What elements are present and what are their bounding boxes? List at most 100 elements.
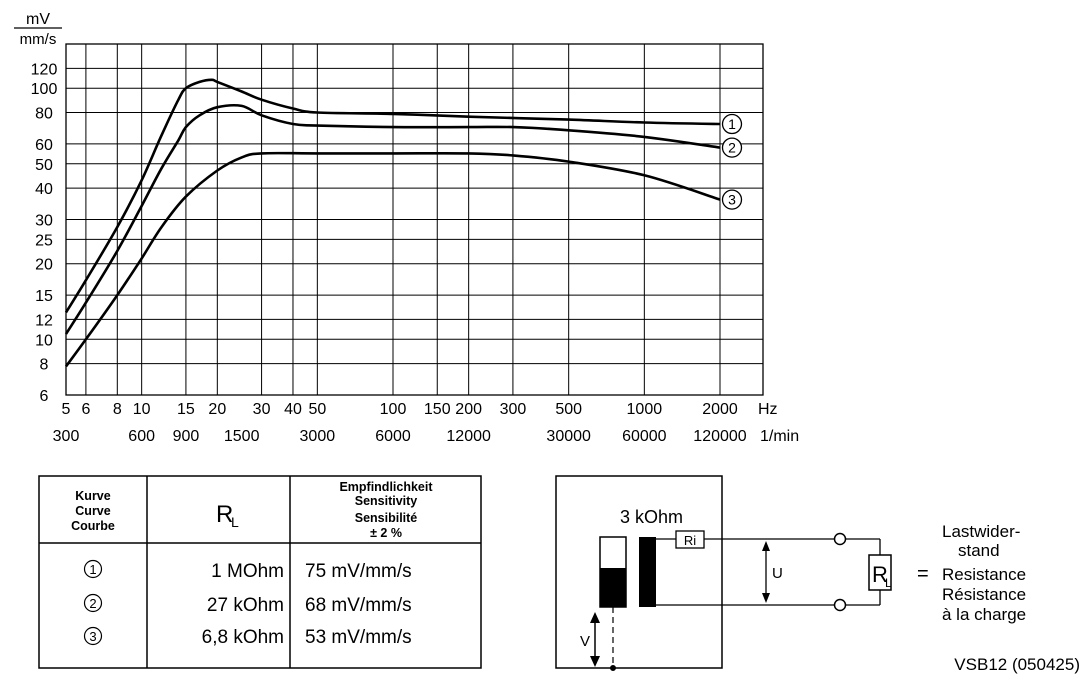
y-tick-label: 100 bbox=[31, 81, 58, 98]
row-curve-number: 1 bbox=[89, 562, 96, 577]
x-tick-label-rpm: 12000 bbox=[446, 428, 491, 445]
x-tick-label-rpm: 600 bbox=[128, 428, 155, 445]
load-text-line-3: Resistance bbox=[942, 565, 1026, 584]
x-tick-labels-rpm: 300 600 900 1500 3000 6000 12000 30000 60000 1200… bbox=[53, 428, 747, 445]
x-tick-label-hz: 300 bbox=[500, 401, 527, 418]
x-tick-label-hz: 30 bbox=[253, 401, 271, 418]
load-resistor bbox=[868, 554, 892, 591]
row-curve-number: 3 bbox=[89, 629, 96, 644]
curve-1-marker bbox=[83, 559, 103, 579]
load-text-line-5: à la charge bbox=[942, 605, 1026, 624]
x-tick-label-hz: 20 bbox=[208, 401, 226, 418]
x-tick-label-hz: 40 bbox=[284, 401, 302, 418]
curve-2-marker bbox=[83, 593, 103, 613]
x-tick-label-hz: 5 bbox=[62, 401, 71, 418]
x-tick-label-hz: 10 bbox=[133, 401, 151, 418]
chart-grid bbox=[65, 43, 764, 396]
y-tick-label: 6 bbox=[40, 388, 49, 405]
equals-sign: = bbox=[917, 563, 929, 585]
y-tick-label: 80 bbox=[35, 106, 53, 123]
terminal-top bbox=[833, 532, 847, 546]
row-sensitivity-value: 53 mV/mm/s bbox=[305, 627, 412, 648]
x-tick-label-hz: 200 bbox=[455, 401, 482, 418]
x-tick-label-hz: 500 bbox=[555, 401, 582, 418]
v-arrow-head-up bbox=[590, 612, 600, 623]
x-tick-label-rpm: 1500 bbox=[224, 428, 260, 445]
terminal-bottom bbox=[833, 598, 847, 612]
table-row: 1 1 MOhm 75 mV/mm/s bbox=[83, 559, 412, 582]
y-unit-numerator: mV bbox=[26, 11, 50, 28]
header-sens-fr: Sensibilité bbox=[355, 511, 418, 525]
curve-3-label: 3 bbox=[728, 192, 736, 208]
transformer-core bbox=[639, 537, 656, 607]
y-tick-label: 12 bbox=[35, 312, 53, 329]
circuit-diagram bbox=[555, 475, 892, 671]
load-text-line-1: Lastwider- bbox=[942, 522, 1020, 541]
x-tick-label-rpm: 300 bbox=[53, 428, 80, 445]
row-rl-value: 1 MOhm bbox=[211, 561, 284, 582]
y-tick-label: 25 bbox=[35, 232, 53, 249]
header-curve: Kurve Curve Courbe bbox=[71, 489, 115, 533]
load-text-line-4: Résistance bbox=[942, 585, 1026, 604]
x-tick-label-hz: 15 bbox=[177, 401, 195, 418]
row-sensitivity-value: 68 mV/mm/s bbox=[305, 595, 412, 616]
header-curve-fr: Courbe bbox=[71, 519, 115, 533]
header-rl-subscript: L bbox=[231, 514, 239, 530]
ri-label: Ri bbox=[684, 533, 696, 548]
x-tick-label-rpm: 6000 bbox=[375, 428, 411, 445]
y-tick-label: 40 bbox=[35, 181, 53, 198]
load-r-subscript: L bbox=[885, 576, 892, 590]
curve-1-end-marker bbox=[721, 113, 743, 135]
x-tick-label-hz: 150 bbox=[424, 401, 451, 418]
sensor-housing bbox=[555, 475, 723, 669]
y-tick-label: 60 bbox=[35, 137, 53, 154]
curve-3-marker bbox=[83, 626, 103, 646]
coil-magnet bbox=[600, 568, 626, 607]
load-text-line-2: stand bbox=[958, 541, 1000, 560]
y-tick-label: 10 bbox=[35, 332, 53, 349]
u-label: U bbox=[772, 565, 783, 582]
curve-1-line bbox=[64, 78, 721, 314]
header-rl: R L bbox=[216, 501, 239, 530]
row-sensitivity-value: 75 mV/mm/s bbox=[305, 561, 412, 582]
header-sensitivity: Empfindlichkeit Sensitivity Sensibilité … bbox=[339, 480, 433, 540]
x-tick-label-hz: 8 bbox=[113, 401, 122, 418]
x-tick-label-rpm: 30000 bbox=[546, 428, 591, 445]
curve-1-label: 1 bbox=[728, 116, 736, 132]
v-label: V bbox=[580, 633, 590, 650]
curve-2-end-marker bbox=[721, 137, 743, 158]
v-arrow-head-down bbox=[590, 656, 600, 667]
rod-end bbox=[610, 665, 616, 671]
header-curve-de: Kurve bbox=[75, 489, 110, 503]
header-sens-en: Sensitivity bbox=[355, 494, 418, 508]
header-sens-de: Empfindlichkeit bbox=[339, 480, 433, 494]
x-tick-label-rpm: 60000 bbox=[622, 428, 667, 445]
x-tick-label-hz: 2000 bbox=[702, 401, 738, 418]
row-rl-value: 27 kOhm bbox=[207, 595, 284, 616]
ri-value-label: 3 kOhm bbox=[620, 507, 683, 527]
curve-legend-table: Kurve Curve Courbe R L Empfindlichkeit S… bbox=[38, 475, 482, 669]
x-tick-label-hz: 1000 bbox=[627, 401, 663, 418]
y-tick-labels: 6 8 10 12 15 20 25 30 40 50 60 80 100 120 bbox=[31, 61, 58, 405]
table-row: 3 6,8 kOhm 53 mV/mm/s bbox=[83, 626, 412, 648]
y-tick-label: 120 bbox=[31, 61, 58, 78]
header-curve-en: Curve bbox=[75, 504, 110, 518]
y-tick-label: 15 bbox=[35, 288, 53, 305]
x-tick-label-rpm: 120000 bbox=[693, 428, 746, 445]
load-r-label: R bbox=[872, 562, 888, 587]
x-unit-hz: Hz bbox=[758, 401, 778, 418]
circuit-labels: 3 kOhm Ri U V R L = Lastwider- stand Res… bbox=[580, 507, 1026, 650]
y-tick-label: 30 bbox=[35, 213, 53, 230]
curve-2-line bbox=[64, 104, 721, 335]
u-arrow-head-up bbox=[762, 541, 770, 551]
curve-3-end-marker bbox=[721, 189, 743, 210]
y-unit-denominator: mm/s bbox=[20, 31, 57, 48]
header-rl-letter: R bbox=[216, 501, 233, 528]
header-sens-tol: ± 2 % bbox=[370, 526, 402, 540]
table-border bbox=[38, 475, 482, 669]
x-tick-label-rpm: 900 bbox=[173, 428, 200, 445]
table-row: 2 27 kOhm 68 mV/mm/s bbox=[83, 593, 412, 616]
